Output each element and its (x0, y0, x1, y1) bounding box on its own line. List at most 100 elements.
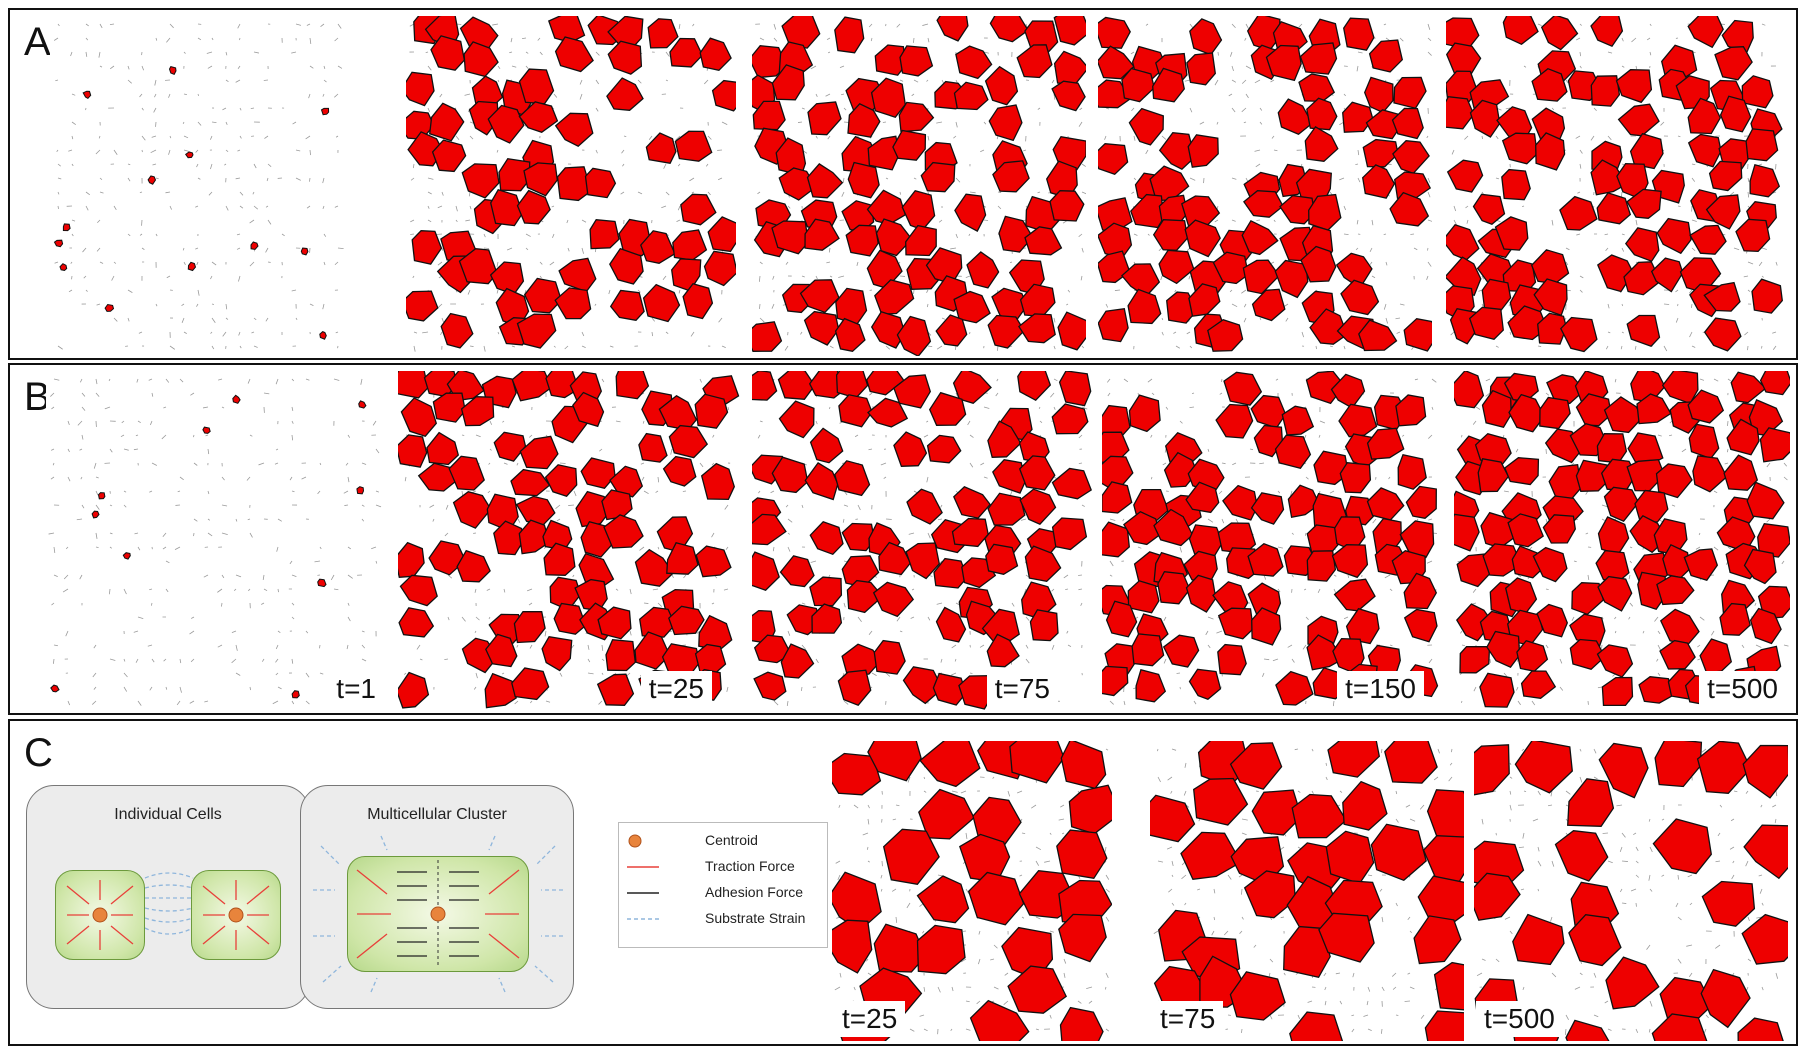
force-vector (896, 23, 901, 28)
force-vector (135, 434, 139, 437)
force-vector (427, 177, 434, 180)
cell (1300, 245, 1337, 283)
force-vector (291, 490, 295, 493)
force-vector (441, 247, 443, 251)
force-vector (1449, 762, 1453, 766)
cell (1501, 132, 1538, 165)
cell (1723, 454, 1759, 491)
cell (1362, 164, 1396, 199)
force-vector (926, 303, 929, 308)
cell (1251, 789, 1303, 836)
force-vector (1713, 490, 1718, 494)
cell (1405, 485, 1437, 519)
force-vector (1621, 37, 1624, 42)
individual-cells-diagram (144, 872, 194, 935)
force-vector (640, 462, 645, 465)
force-vector (68, 149, 73, 152)
force-vector (111, 275, 115, 281)
cell (680, 193, 717, 226)
force-vector (166, 275, 171, 279)
force-vector (207, 65, 213, 69)
cell (920, 161, 956, 193)
force-vector (1605, 247, 1609, 251)
force-vector (1485, 392, 1491, 397)
force-vector (1325, 776, 1328, 781)
force-vector (239, 191, 244, 196)
force-vector (141, 65, 145, 71)
force-vector (1077, 1000, 1082, 1004)
force-vector (1109, 518, 1116, 521)
force-vector (511, 65, 517, 68)
force-vector (1254, 79, 1261, 84)
force-vector (76, 518, 83, 521)
force-vector (1775, 261, 1778, 266)
cell (1554, 830, 1609, 882)
cell (779, 555, 815, 588)
cell (838, 394, 873, 428)
force-vector (1758, 874, 1763, 877)
force-vector (759, 303, 761, 309)
force-vector (189, 700, 195, 704)
force-vector (1259, 107, 1263, 111)
force-vector (210, 135, 213, 140)
cell (1186, 52, 1216, 86)
force-vector (1761, 247, 1767, 250)
cell (1018, 313, 1056, 344)
cell (1597, 516, 1630, 556)
force-vector (711, 532, 715, 538)
force-vector (1053, 93, 1056, 100)
cell (1516, 639, 1549, 672)
force-vector (85, 205, 89, 211)
force-vector (1550, 790, 1553, 797)
cell (398, 371, 429, 399)
force-vector (134, 532, 139, 535)
force-vector (497, 331, 500, 335)
force-vector (983, 51, 989, 54)
force-vector (882, 121, 887, 123)
force-vector (555, 504, 561, 509)
force-vector (1437, 748, 1440, 754)
cell (428, 540, 467, 576)
force-vector (1231, 107, 1236, 113)
force-vector (1197, 888, 1201, 891)
force-vector (906, 902, 911, 909)
cell (1687, 16, 1724, 49)
cell (59, 263, 68, 272)
cell (406, 71, 435, 107)
force-vector (427, 107, 431, 112)
force-vector (927, 37, 930, 43)
force-vector (907, 776, 911, 783)
schematic-title-cluster: Multicellular Cluster (367, 806, 507, 823)
force-vector (1621, 233, 1625, 236)
force-vector (623, 135, 627, 137)
force-vector (785, 261, 789, 265)
force-vector (1067, 644, 1072, 647)
force-vector (1687, 874, 1693, 878)
force-vector (1399, 37, 1404, 42)
force-vector (305, 135, 311, 140)
cell (1053, 50, 1086, 85)
force-vector (587, 658, 591, 663)
cell (1508, 393, 1546, 433)
force-vector (99, 261, 104, 264)
force-vector (1675, 317, 1679, 323)
force-vector (195, 205, 199, 208)
force-vector (892, 818, 897, 821)
force-vector (53, 574, 58, 577)
force-vector (1691, 303, 1693, 309)
force-vector (1574, 986, 1581, 990)
force-vector (1516, 686, 1519, 691)
force-vector (1031, 804, 1037, 809)
force-vector (334, 37, 339, 42)
cell (1596, 433, 1628, 464)
force-vector (1404, 1000, 1411, 1002)
force-vector (1620, 345, 1623, 350)
force-vector (1761, 986, 1764, 991)
force-vector (1214, 79, 1219, 86)
force-vector (371, 546, 377, 550)
force-vector (1371, 275, 1376, 279)
force-vector (1523, 790, 1527, 792)
force-vector (1130, 51, 1135, 55)
force-vector (665, 191, 670, 196)
force-vector (432, 518, 435, 522)
